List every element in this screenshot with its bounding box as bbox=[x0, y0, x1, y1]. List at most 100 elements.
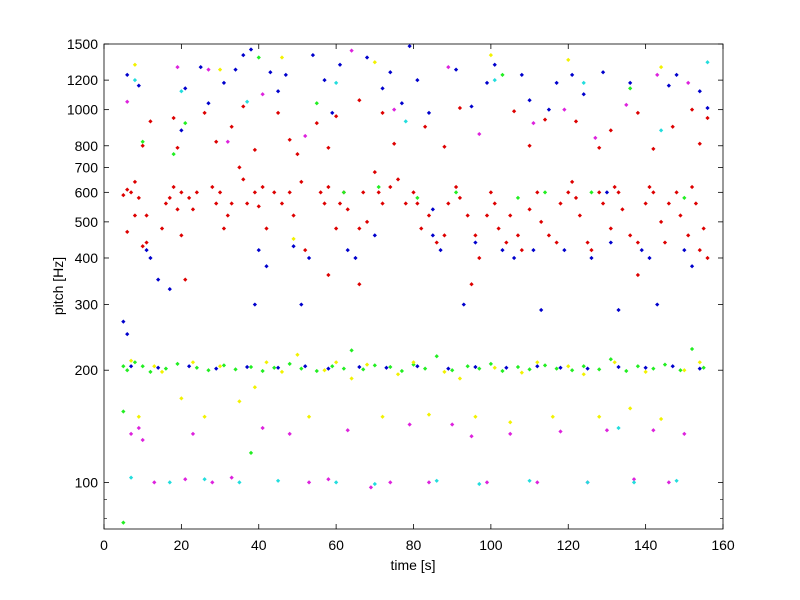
point-red bbox=[260, 184, 265, 190]
point-red bbox=[159, 226, 165, 231]
point-magenta bbox=[484, 480, 490, 485]
point-green bbox=[662, 362, 668, 367]
point-red bbox=[658, 219, 664, 224]
x-tick-label: 20 bbox=[174, 537, 190, 553]
point-blue bbox=[438, 247, 443, 253]
point-red bbox=[252, 147, 258, 152]
point-yellow bbox=[473, 414, 478, 419]
point-red bbox=[318, 190, 323, 195]
point-blue bbox=[616, 364, 621, 370]
point-blue bbox=[608, 240, 613, 245]
point-cyan bbox=[132, 78, 138, 83]
point-cyan bbox=[434, 478, 439, 483]
point-yellow bbox=[136, 414, 141, 419]
point-yellow bbox=[535, 360, 540, 365]
point-magenta bbox=[469, 434, 474, 439]
point-red bbox=[705, 255, 710, 261]
point-cyan bbox=[275, 478, 281, 483]
point-green bbox=[589, 190, 594, 195]
point-yellow bbox=[628, 406, 633, 411]
point-magenta bbox=[306, 480, 312, 485]
point-red bbox=[558, 201, 563, 206]
point-red bbox=[364, 219, 370, 224]
point-cyan bbox=[202, 477, 207, 482]
point-green bbox=[569, 368, 575, 373]
point-blue bbox=[430, 207, 435, 212]
point-green bbox=[635, 364, 641, 369]
point-red bbox=[256, 204, 261, 209]
point-red bbox=[326, 272, 331, 278]
point-yellow bbox=[566, 364, 571, 369]
point-red bbox=[229, 124, 234, 129]
point-green bbox=[651, 366, 656, 371]
point-yellow bbox=[306, 414, 312, 419]
point-red bbox=[179, 233, 184, 238]
point-green bbox=[415, 195, 420, 200]
point-blue bbox=[539, 307, 544, 313]
point-green bbox=[399, 368, 405, 374]
point-blue bbox=[446, 366, 451, 371]
point-yellow bbox=[179, 396, 184, 401]
point-cyan bbox=[245, 99, 250, 104]
y-tick-label: 100 bbox=[75, 474, 99, 490]
point-cyan bbox=[372, 481, 377, 487]
point-red bbox=[426, 213, 432, 218]
point-cyan bbox=[179, 89, 184, 94]
point-red bbox=[519, 247, 524, 253]
point-magenta bbox=[225, 139, 230, 144]
point-yellow bbox=[217, 364, 223, 369]
point-blue bbox=[303, 364, 308, 369]
point-red bbox=[473, 233, 478, 238]
point-cyan bbox=[128, 475, 134, 480]
point-magenta bbox=[326, 477, 331, 482]
point-blue bbox=[372, 233, 377, 238]
point-red bbox=[167, 195, 172, 200]
point-red bbox=[446, 201, 451, 206]
point-yellow bbox=[457, 376, 463, 381]
point-green bbox=[140, 139, 145, 144]
point-red bbox=[577, 213, 582, 218]
point-magenta bbox=[190, 431, 196, 436]
point-red bbox=[210, 184, 215, 190]
point-green bbox=[314, 368, 319, 374]
point-blue bbox=[264, 264, 269, 269]
point-red bbox=[651, 146, 656, 151]
point-magenta bbox=[426, 480, 432, 485]
point-red bbox=[148, 119, 153, 124]
point-red bbox=[477, 255, 482, 261]
point-yellow bbox=[291, 236, 296, 242]
point-green bbox=[515, 195, 521, 200]
series-red bbox=[121, 98, 710, 287]
point-magenta bbox=[287, 431, 292, 436]
point-green bbox=[527, 367, 532, 372]
point-blue bbox=[473, 240, 478, 245]
point-blue bbox=[511, 255, 517, 261]
point-yellow bbox=[519, 370, 524, 375]
point-red bbox=[337, 201, 343, 206]
point-red bbox=[442, 233, 447, 238]
point-red bbox=[465, 213, 470, 218]
point-red bbox=[620, 207, 625, 212]
point-yellow bbox=[508, 420, 513, 425]
point-blue bbox=[585, 366, 590, 371]
point-yellow bbox=[658, 416, 664, 422]
point-blue bbox=[357, 364, 362, 370]
x-tick-label: 0 bbox=[100, 537, 108, 553]
point-green bbox=[376, 184, 381, 190]
point-magenta bbox=[535, 480, 540, 485]
point-red bbox=[229, 201, 234, 206]
y-tick-label: 300 bbox=[75, 297, 99, 313]
point-green bbox=[701, 365, 706, 370]
point-red bbox=[221, 226, 227, 231]
point-red bbox=[419, 226, 424, 231]
point-blue bbox=[415, 364, 420, 369]
point-green bbox=[140, 364, 145, 369]
point-magenta bbox=[604, 428, 610, 433]
point-red bbox=[395, 177, 401, 182]
point-red bbox=[539, 219, 544, 224]
point-green bbox=[163, 366, 169, 371]
point-cyan bbox=[477, 481, 482, 487]
point-yellow bbox=[217, 67, 223, 72]
point-red bbox=[376, 190, 381, 195]
point-yellow bbox=[279, 369, 285, 374]
